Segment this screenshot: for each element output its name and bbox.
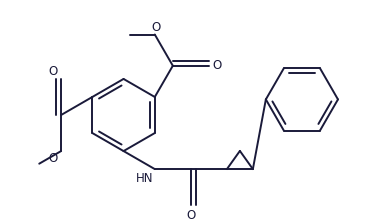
Text: HN: HN <box>136 172 154 185</box>
Text: O: O <box>151 21 160 34</box>
Text: O: O <box>213 59 222 72</box>
Text: O: O <box>48 65 57 78</box>
Text: O: O <box>186 209 196 222</box>
Text: O: O <box>48 152 57 165</box>
